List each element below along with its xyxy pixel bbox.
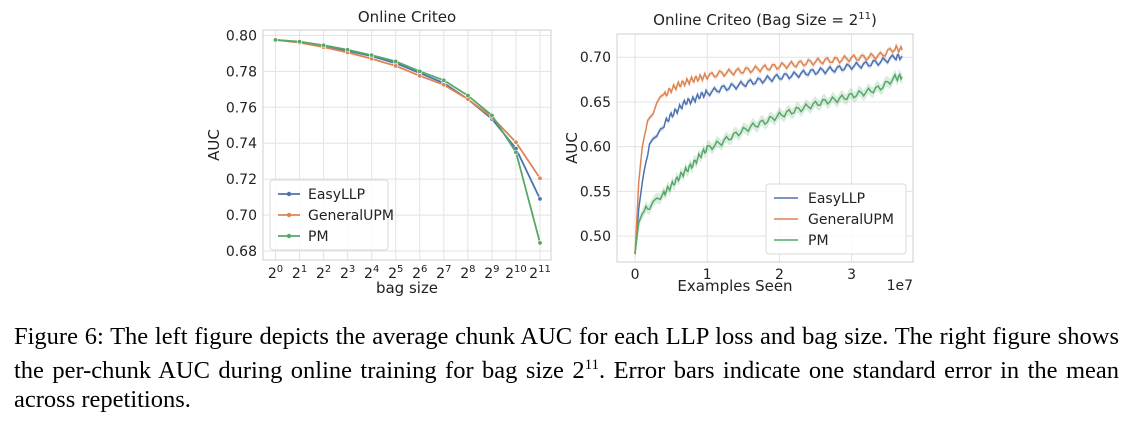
chart-online-criteo-bag-2-11: 0.50 0.55 0.60 0.65 0.70 0 1 2 3 1e7 Online Criteo… <box>563 11 914 295</box>
legend-box <box>765 183 907 255</box>
data-point-generalupm <box>537 175 543 181</box>
series-line-pm <box>275 39 541 244</box>
x-tick-label: 0 <box>631 267 640 283</box>
y-tick-label: 0.72 <box>226 172 257 188</box>
y-tick-label: 0.60 <box>580 140 611 156</box>
x-tick-label: 22 <box>316 264 331 282</box>
data-point-generalupm <box>393 63 399 69</box>
y-tick-label: 0.74 <box>226 136 257 152</box>
caption-text-before: The left figure depicts the average chun… <box>14 323 1120 385</box>
legend-label-pm: PM <box>808 233 829 249</box>
x-tick-label: 2 <box>775 267 784 283</box>
data-point-pm <box>272 37 278 43</box>
chart-title: Online Criteo <box>358 8 456 26</box>
data-point-easyllp <box>537 196 543 202</box>
data-point-pm <box>513 149 519 155</box>
data-point-pm <box>465 93 471 99</box>
legend-marker-easyllp <box>286 191 292 197</box>
x-tick-label: 1 <box>703 267 712 283</box>
data-point-generalupm <box>441 82 447 88</box>
data-point-pm <box>417 68 423 74</box>
caption-superscript: 11 <box>584 357 600 373</box>
y-tick-label: 0.70 <box>580 50 611 66</box>
chart-online-criteo: 0.68 0.70 0.72 0.74 0.76 0.78 0.80 20 21 22 23 24 25… <box>205 8 552 297</box>
x-tick-label: 28 <box>460 264 475 282</box>
y-tick-label: 0.65 <box>580 95 611 111</box>
x-tick-label: 29 <box>484 264 499 282</box>
data-point-pm <box>321 42 327 48</box>
data-point-generalupm <box>417 73 423 79</box>
x-tick-label: 27 <box>436 264 451 282</box>
data-point-pm <box>537 240 543 246</box>
legend-label-generalupm: GeneralUPM <box>308 208 394 224</box>
data-point-pm <box>369 52 375 58</box>
x-axis-label: Examples Seen <box>677 277 792 295</box>
x-offset-label: 1e7 <box>887 278 913 294</box>
y-tick-label: 0.50 <box>580 229 611 245</box>
chart-title: Online Criteo (Bag Size = 211) <box>653 11 877 29</box>
series-line-easyllp <box>634 53 903 255</box>
legend-box <box>269 179 389 251</box>
legend-label-generalupm: GeneralUPM <box>808 212 894 228</box>
y-axis-label: AUC <box>205 129 223 161</box>
data-point-pm <box>297 39 303 45</box>
x-tick-label: 20 <box>268 264 283 282</box>
plot-frame <box>616 33 914 263</box>
x-axis-label: bag size <box>376 279 438 297</box>
x-tick-label: 26 <box>412 264 427 282</box>
y-tick-label: 0.76 <box>226 100 257 116</box>
y-tick-label: 0.68 <box>226 244 257 260</box>
legend-marker-pm <box>286 233 292 239</box>
x-tick-label: 24 <box>364 264 379 282</box>
data-point-generalupm <box>513 139 519 145</box>
y-tick-label: 0.70 <box>226 208 257 224</box>
caption-text-after: . Error bars indicate one standard error… <box>14 357 1119 414</box>
x-tick-label: 3 <box>847 267 856 283</box>
y-tick-label: 0.55 <box>580 184 611 200</box>
figure-caption: Figure 6: The left figure depicts the av… <box>14 322 1119 414</box>
x-tick-label: 23 <box>340 264 355 282</box>
x-tick-label: 210 <box>505 264 527 282</box>
y-axis-label: AUC <box>563 132 581 164</box>
legend-label-easyllp: EasyLLP <box>308 187 365 203</box>
data-point-pm <box>345 47 351 53</box>
x-tick-label: 21 <box>292 264 307 282</box>
data-point-pm <box>489 112 495 118</box>
y-tick-label: 0.80 <box>226 28 257 44</box>
data-point-pm <box>393 58 399 64</box>
plot-frame <box>262 29 552 261</box>
legend-label-pm: PM <box>308 229 329 245</box>
y-tick-label: 0.78 <box>226 64 257 80</box>
x-tick-label: 211 <box>529 264 551 282</box>
legend-marker-generalupm <box>286 212 292 218</box>
x-tick-label: 25 <box>388 264 403 282</box>
data-point-pm <box>441 77 447 83</box>
series-line-generalupm <box>634 43 903 255</box>
caption-figure-label: Figure 6: <box>14 323 104 350</box>
legend-label-easyllp: EasyLLP <box>808 191 865 207</box>
series-line-pm <box>634 72 903 255</box>
